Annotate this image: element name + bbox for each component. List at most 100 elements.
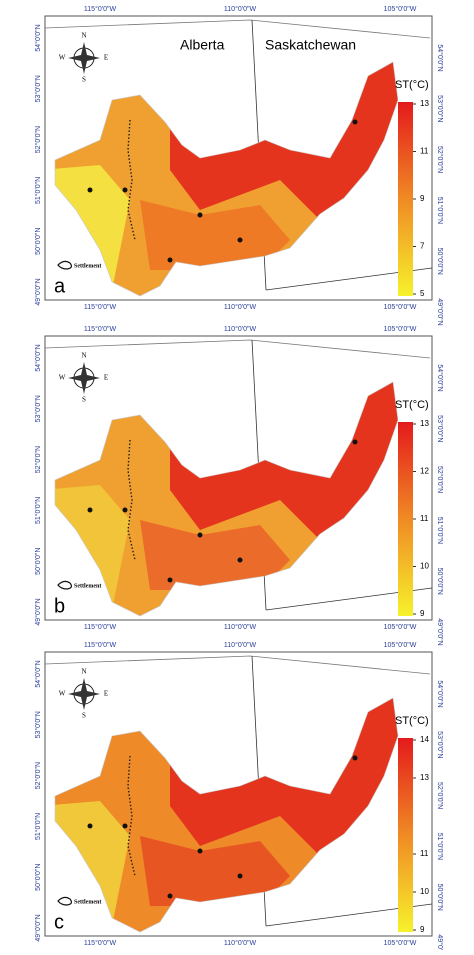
lat-label: 50°0'0"N <box>34 548 42 575</box>
compass-letter: E <box>104 374 108 382</box>
lon-label: 115°0'0"W <box>84 623 117 631</box>
lat-label: 53°0'0"N <box>436 731 444 758</box>
lat-label: 51°0'0"N <box>34 177 42 204</box>
colorbar-title: ST(°C) <box>395 715 429 727</box>
settlement-symbol <box>57 260 73 270</box>
settlement <box>167 577 173 583</box>
lat-label: 53°0'0"N <box>34 395 42 422</box>
compass-letter: N <box>81 668 86 676</box>
colorbar-label: 11 <box>420 514 429 523</box>
river <box>127 119 136 241</box>
lat-label: 50°0'0"N <box>436 884 444 911</box>
settlement <box>122 187 128 193</box>
compass-letter: W <box>59 374 66 382</box>
colorbar-label: 12 <box>420 467 429 476</box>
colorbar-label: 5 <box>420 289 425 298</box>
lat-label: 50°0'0"N <box>436 568 444 595</box>
settlement <box>237 873 243 879</box>
settlement <box>237 557 243 563</box>
settlement <box>122 823 128 829</box>
province-label: Alberta <box>180 37 225 53</box>
lat-label: 52°0'0"N <box>34 126 42 153</box>
lon-label: 115°0'0"W <box>84 641 117 649</box>
region-outline <box>54 697 399 933</box>
lon-label: 110°0'0"W <box>224 939 257 947</box>
province-label: Saskatchewan <box>265 37 356 53</box>
lat-label: 49°0'0"N <box>34 278 42 305</box>
settlement <box>122 507 128 513</box>
lat-label: 51°0'0"N <box>436 517 444 544</box>
settlement-legend: Settlement <box>74 583 101 589</box>
border-line <box>44 339 431 359</box>
compass-letter: E <box>104 54 108 62</box>
lat-label: 52°0'0"N <box>34 762 42 789</box>
compass-letter: N <box>81 32 86 40</box>
lon-label: 105°0'0"W <box>384 939 417 947</box>
colorbar-label: 11 <box>420 147 429 156</box>
compass-star <box>68 678 100 710</box>
settlement-symbol <box>57 896 73 906</box>
colorbar-label: 14 <box>420 735 429 744</box>
map-panel: 115°0'0"W 115°0'0"W 110°0'0"W 110°0'0"W 105°… <box>34 641 444 955</box>
lon-label: 115°0'0"W <box>84 939 117 947</box>
lon-label: 105°0'0"W <box>384 5 417 13</box>
colorbar-label: 13 <box>420 773 429 782</box>
region-warm <box>170 382 398 540</box>
colorbar-title: ST(°C) <box>395 79 429 91</box>
lat-label: 50°0'0"N <box>436 248 444 275</box>
colorbar-label: 10 <box>420 562 429 571</box>
panel-letter: b <box>54 595 65 617</box>
colorbar <box>398 422 413 616</box>
lat-label: 52°0'0"N <box>436 146 444 173</box>
compass-letter: S <box>82 76 86 84</box>
settlement <box>167 257 173 263</box>
colorbar-label: 11 <box>420 849 429 858</box>
region-warm <box>170 62 398 220</box>
colorbar-label: 13 <box>420 99 429 108</box>
lat-label: 53°0'0"N <box>34 711 42 738</box>
map-panel: 115°0'0"W 115°0'0"W 110°0'0"W 110°0'0"W 105°… <box>34 325 444 646</box>
lat-label: 50°0'0"N <box>34 228 42 255</box>
settlement <box>87 823 93 829</box>
region-mid <box>140 200 290 270</box>
panel-letter: c <box>54 911 64 933</box>
lat-label: 51°0'0"N <box>436 833 444 860</box>
lat-label: 54°0'0"N <box>34 344 42 371</box>
settlement-legend: Settlement <box>74 899 101 905</box>
lat-label: 49°0'0"N <box>436 618 444 645</box>
lon-label: 105°0'0"W <box>384 641 417 649</box>
colorbar <box>398 102 413 296</box>
lat-label: 52°0'0"N <box>34 446 42 473</box>
settlement <box>87 507 93 513</box>
compass-letter: S <box>82 396 86 404</box>
settlement <box>352 755 358 761</box>
lat-label: 53°0'0"N <box>436 95 444 122</box>
settlement <box>197 848 203 854</box>
lat-label: 53°0'0"N <box>436 415 444 442</box>
lat-label: 53°0'0"N <box>34 75 42 102</box>
river <box>127 439 136 561</box>
lat-label: 49°0'0"N <box>436 934 444 950</box>
lat-label: 49°0'0"N <box>34 598 42 625</box>
lat-label: 54°0'0"N <box>34 24 42 51</box>
settlement-legend: Settlement <box>74 263 101 269</box>
lat-label: 52°0'0"N <box>436 466 444 493</box>
lat-label: 49°0'0"N <box>34 914 42 941</box>
settlement <box>237 237 243 243</box>
lon-label: 105°0'0"W <box>384 303 417 311</box>
region-mid <box>140 836 290 906</box>
compass-letter: W <box>59 54 66 62</box>
settlement <box>197 532 203 538</box>
colorbar-title: ST(°C) <box>395 399 429 411</box>
colorbar-label: 13 <box>420 419 429 428</box>
compass-letter: N <box>81 352 86 360</box>
region-mid <box>140 520 290 590</box>
colorbar-label: 9 <box>420 925 425 934</box>
region-outline <box>54 61 399 297</box>
lon-label: 105°0'0"W <box>384 325 417 333</box>
lat-label: 51°0'0"N <box>436 197 444 224</box>
settlement <box>352 119 358 125</box>
compass-letter: W <box>59 690 66 698</box>
compass-star <box>68 42 100 74</box>
